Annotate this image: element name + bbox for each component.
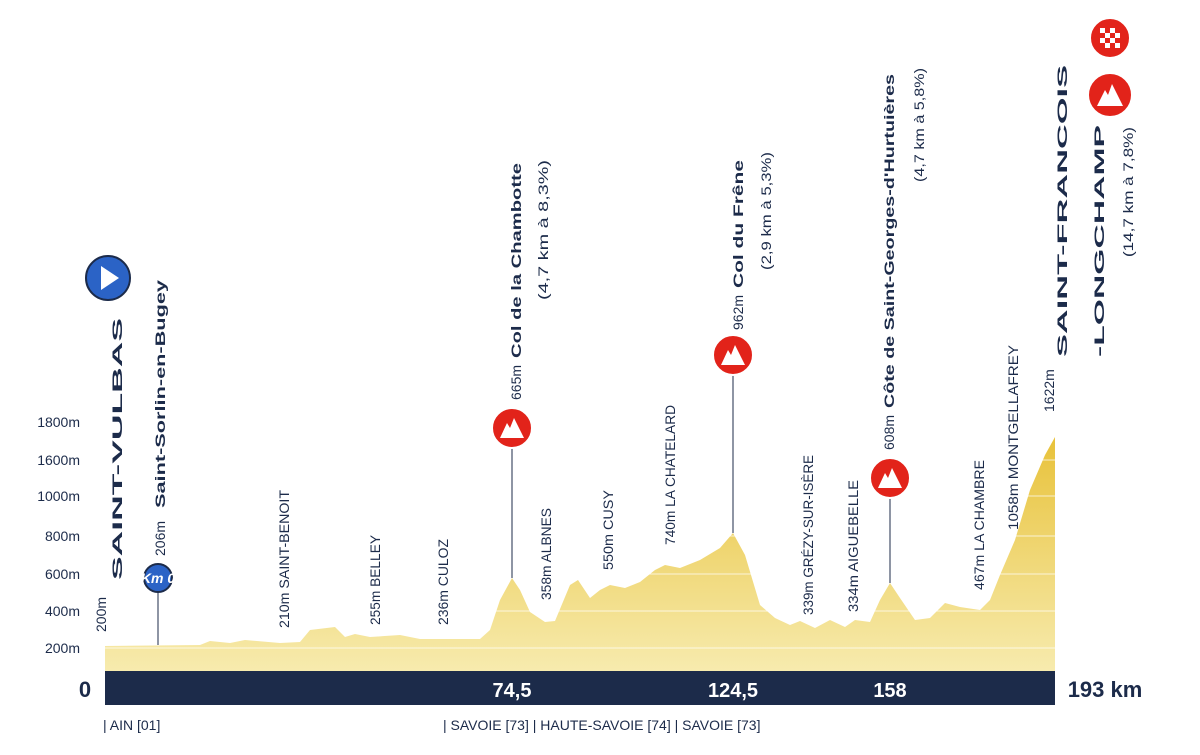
climb-altitude: 608m (881, 415, 897, 450)
region-label: | SAVOIE [73] | HAUTE-SAVOIE [74] | SAVO… (443, 717, 760, 733)
climb-altitude: 665m (508, 365, 524, 400)
km-label: 74,5 (493, 680, 532, 702)
elev-label: 400m (45, 603, 80, 619)
climb-detail: (2,9 km à 5,3%) (758, 152, 774, 270)
town-label: 1058m MONTGELLAFREY (1005, 344, 1021, 530)
finish-flag-checks (1100, 28, 1120, 48)
finish-altitude: 1622m (1041, 369, 1057, 412)
climb-name: Col de la Chambotte (508, 163, 524, 358)
start-name: SAINT-VULBAS (109, 318, 125, 580)
elev-label: 600m (45, 566, 80, 582)
climb-name: Col du Frêne (730, 160, 746, 288)
km0-name: Saint-Sorlin-en-Bugey (152, 280, 168, 508)
region-label: | AIN [01] (103, 717, 160, 733)
finish-climb-mountain (1097, 84, 1123, 106)
climb-detail: (4,7 km à 5,8%) (911, 68, 927, 182)
km0-altitude: 206m (152, 521, 168, 556)
town-label: 255m BELLEY (367, 534, 383, 625)
elev-label: 1000m (37, 488, 80, 504)
town-label: 334m AIGUEBELLE (845, 480, 861, 612)
grid (105, 421, 1055, 649)
town-label: 467m LA CHAMBRE (971, 460, 987, 590)
town-label: 550m CUSY (600, 489, 616, 570)
y-labels: 1800m 1600m 1000m 800m 600m 400m 200m (37, 414, 80, 656)
town-label: 210m SAINT-BENOIT (276, 490, 292, 628)
elev-label: 200m (45, 640, 80, 656)
finish-detail: (14,7 km à 7,8%) (1120, 127, 1136, 257)
start-altitude: 200m (93, 597, 109, 632)
town-label: 236m CULOZ (435, 539, 451, 625)
finish: 1622m SAINT-FRANCOIS -LONGCHAMP (14,7 km… (1041, 17, 1136, 412)
km-label: 124,5 (708, 680, 758, 702)
town-label: 358m ALBNES (538, 508, 554, 600)
km0-badge (143, 563, 173, 593)
town-label: 740m LA CHATELARD (662, 405, 678, 545)
km-label: 193 km (1068, 677, 1143, 702)
towns: 210m SAINT-BENOIT 255m BELLEY 236m CULOZ… (276, 344, 1021, 628)
km-bar (105, 671, 1055, 705)
elev-label: 1800m (37, 414, 80, 430)
km-label: 0 (79, 677, 91, 702)
climb-icon-mountain (721, 345, 745, 365)
climb-detail: (4,7 km à 8,3%) (535, 160, 551, 300)
elev-label: 1600m (37, 452, 80, 468)
elev-label: 800m (45, 528, 80, 544)
climb-3: 608m Côte de Saint-Georges-d'Hurtuières … (869, 68, 927, 583)
climb-name: Côte de Saint-Georges-d'Hurtuières (881, 74, 897, 408)
climb-altitude: 962m (730, 295, 746, 330)
profile-area (105, 437, 1055, 671)
climb-icon-mountain (878, 468, 902, 488)
climb-1: 665m Col de la Chambotte (4,7 km à 8,3%) (491, 160, 551, 578)
finish-name: SAINT-FRANCOIS (1054, 65, 1070, 357)
start-icon-arrow (101, 266, 119, 290)
finish-name: -LONGCHAMP (1091, 125, 1107, 357)
town-label: 339m GRÉZY-SUR-ISÈRE (800, 455, 816, 615)
climb-icon-mountain (500, 418, 524, 438)
km-label: 158 (873, 680, 906, 702)
climb-2: 962m Col du Frêne (2,9 km à 5,3%) (712, 152, 774, 533)
km0-badge-text: Km 0 (141, 570, 175, 586)
